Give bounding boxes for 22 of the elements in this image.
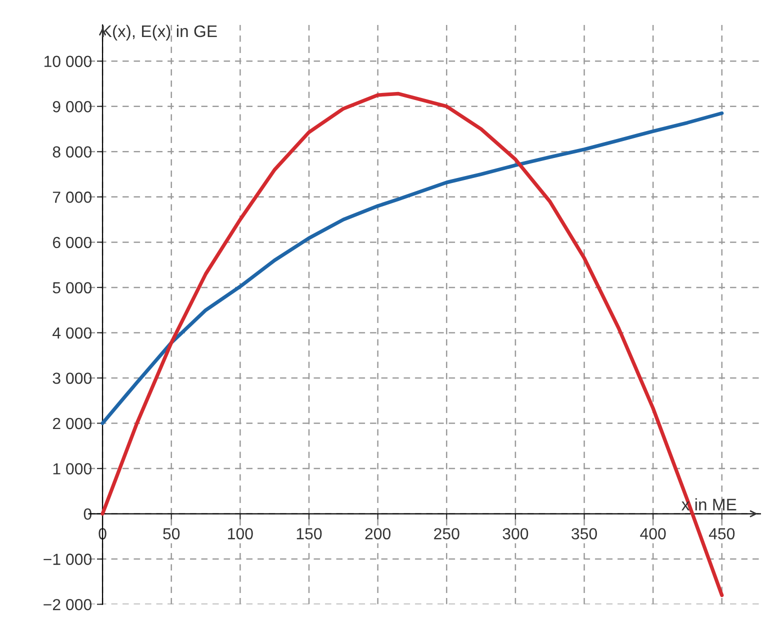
y-tick-label: 3 000 xyxy=(52,372,92,384)
x-tick-label: 350 xyxy=(572,528,597,540)
x-tick-label: 250 xyxy=(434,528,460,540)
y-tick-label: 8 000 xyxy=(52,146,92,158)
y-tick-label: 0 xyxy=(84,508,92,520)
y-tick-label: 1 000 xyxy=(53,463,92,474)
y-tick-label: −2 000 xyxy=(44,598,92,610)
y-tick-label: 5 000 xyxy=(52,282,92,294)
y-tick-label: 2 000 xyxy=(52,418,92,430)
x-tick-label: 150 xyxy=(296,528,322,540)
y-tick-label: −1 000 xyxy=(44,554,92,565)
x-tick-label: 300 xyxy=(502,528,528,540)
x-tick-label: 200 xyxy=(365,528,391,540)
y-tick-label: 7 000 xyxy=(52,192,92,203)
x-tick-label: 50 xyxy=(163,528,180,540)
x-tick-label: 450 xyxy=(708,528,735,540)
y-tick-label: 6 000 xyxy=(52,236,92,248)
y-tick-label: 10 000 xyxy=(44,56,92,68)
y-tick-label: 4 000 xyxy=(52,327,92,339)
x-tick-label: 400 xyxy=(640,528,666,540)
y-tick-label: 9 000 xyxy=(52,101,92,112)
x-tick-label: 100 xyxy=(228,528,253,540)
